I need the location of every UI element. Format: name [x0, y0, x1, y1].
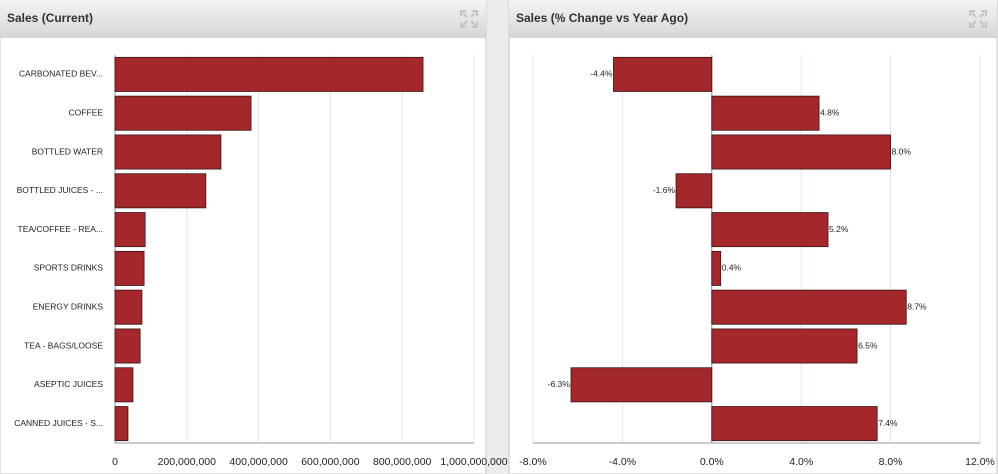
- value-label: -6.3%: [548, 379, 571, 389]
- value-label: 0.4%: [722, 263, 742, 273]
- value-label: 7.4%: [878, 418, 898, 428]
- value-label: 8.7%: [907, 301, 927, 311]
- category-label: TEA/COFFEE - REA...: [18, 224, 103, 234]
- value-label: 6.5%: [858, 340, 878, 350]
- category-label: ASEPTIC JUICES: [34, 379, 103, 389]
- panel-title: Sales (% Change vs Year Ago): [516, 11, 688, 25]
- category-label: SPORTS DRINKS: [34, 263, 104, 273]
- bar: [711, 328, 858, 364]
- x-tick-label: 1,000,000,000: [440, 456, 507, 468]
- category-label: ENERGY DRINKS: [33, 301, 104, 311]
- panel-title: Sales (Current): [7, 11, 93, 25]
- panel-header: [0, 0, 486, 38]
- category-label: COFFEE: [69, 107, 104, 117]
- bar: [114, 212, 146, 248]
- bar: [114, 134, 222, 170]
- category-label: TEA - BAGS/LOOSE: [24, 340, 103, 350]
- bar: [114, 289, 143, 325]
- bar: [711, 289, 907, 325]
- bar: [114, 367, 134, 403]
- value-label: 5.2%: [829, 224, 849, 234]
- expand-icon[interactable]: [460, 10, 478, 28]
- x-tick-label: 600,000,000: [301, 456, 360, 468]
- x-tick-label: 8.0%: [879, 456, 903, 468]
- bar: [114, 328, 141, 364]
- panel-header: [509, 0, 997, 38]
- bar: [711, 134, 891, 170]
- bar: [114, 95, 252, 131]
- bar: [711, 250, 722, 286]
- x-tick-label: 400,000,000: [229, 456, 288, 468]
- value-label: 4.8%: [820, 107, 840, 117]
- x-tick-label: 12.0%: [965, 456, 995, 468]
- bar: [114, 56, 424, 92]
- x-tick-label: 4.0%: [789, 456, 813, 468]
- x-tick-label: 0: [112, 456, 118, 468]
- category-label: BOTTLED JUICES - ...: [17, 185, 103, 195]
- x-tick-label: 800,000,000: [373, 456, 432, 468]
- category-label: BOTTLED WATER: [32, 146, 103, 156]
- category-label: CARBONATED BEV...: [19, 69, 103, 79]
- category-label: CANNED JUICES - S...: [14, 418, 103, 428]
- value-label: 8.0%: [892, 146, 912, 156]
- bar: [114, 406, 129, 442]
- bar: [114, 173, 207, 209]
- x-tick-label: 0.0%: [700, 456, 724, 468]
- bar: [675, 173, 713, 209]
- bar: [114, 250, 145, 286]
- value-label: -4.4%: [590, 69, 613, 79]
- bar: [613, 56, 713, 92]
- bar: [711, 406, 878, 442]
- x-tick-label: 200,000,000: [158, 456, 217, 468]
- value-label: -1.6%: [653, 185, 676, 195]
- expand-icon[interactable]: [969, 10, 987, 28]
- bar: [711, 95, 820, 131]
- x-tick-label: -8.0%: [519, 456, 546, 468]
- bar: [711, 212, 829, 248]
- bar: [570, 367, 713, 403]
- x-tick-label: -4.0%: [609, 456, 636, 468]
